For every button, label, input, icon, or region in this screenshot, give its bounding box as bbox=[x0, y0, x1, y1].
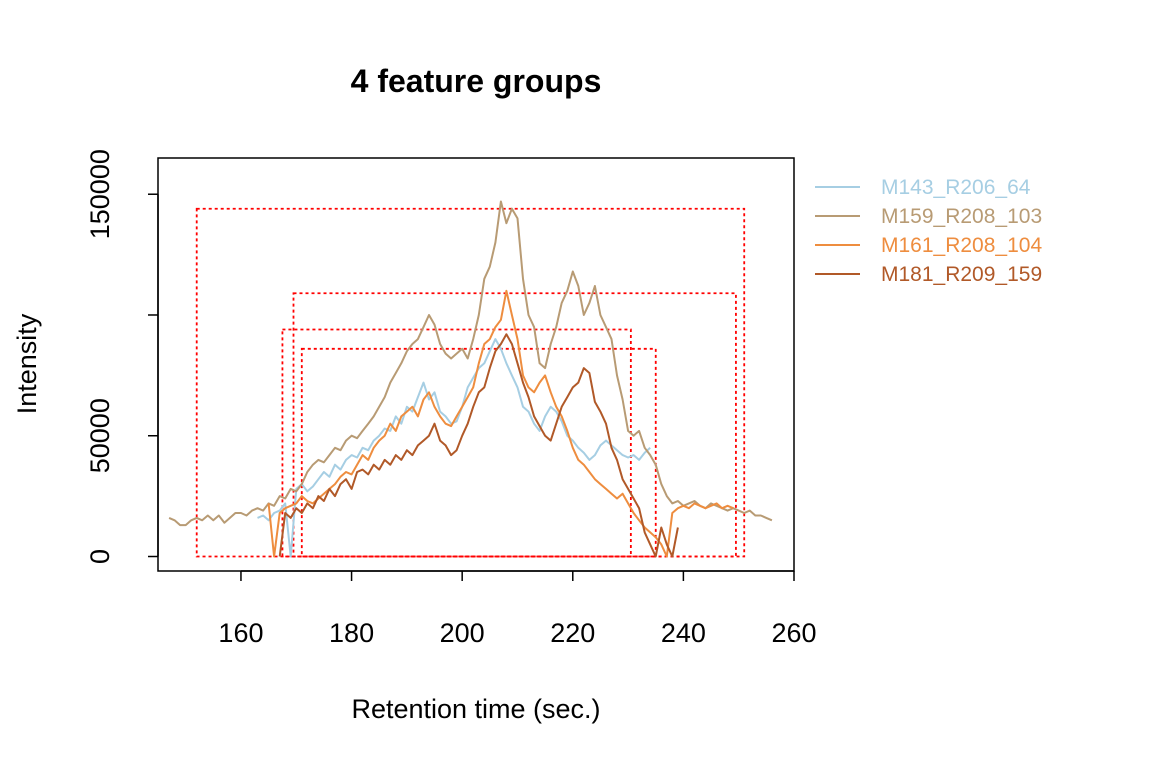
legend: M143_R206_64 M159_R208_103 M161_R208_104 M1… bbox=[815, 176, 1042, 286]
y-axis: 0 50000 150000 bbox=[85, 149, 159, 564]
legend-label: M159_R208_103 bbox=[881, 205, 1042, 228]
chart-title: 4 feature groups bbox=[351, 63, 602, 99]
x-tick-label: 260 bbox=[771, 618, 816, 648]
feature-box-3 bbox=[281, 328, 632, 558]
y-tick-label: 50000 bbox=[85, 398, 115, 473]
x-axis-label: Retention time (sec.) bbox=[351, 694, 600, 724]
series-line-2 bbox=[168, 200, 773, 527]
legend-label: M143_R206_64 bbox=[881, 176, 1031, 199]
series-lines bbox=[168, 200, 773, 558]
legend-label: M161_R208_104 bbox=[881, 234, 1042, 257]
y-tick-label: 150000 bbox=[85, 149, 115, 239]
feature-box-4 bbox=[300, 347, 657, 558]
x-axis: 160 180 200 220 240 260 bbox=[218, 570, 817, 648]
x-tick-label: 220 bbox=[550, 618, 595, 648]
x-tick-label: 180 bbox=[329, 618, 374, 648]
x-tick-label: 160 bbox=[218, 618, 263, 648]
x-tick-label: 240 bbox=[661, 618, 706, 648]
feature-box-1 bbox=[195, 207, 746, 558]
series-line-1 bbox=[257, 338, 651, 558]
y-axis-label: Intensity bbox=[12, 313, 42, 414]
legend-label: M181_R209_159 bbox=[881, 263, 1042, 286]
feature-boxes bbox=[195, 207, 746, 558]
x-tick-label: 200 bbox=[440, 618, 485, 648]
feature-box-2 bbox=[292, 292, 737, 558]
series-line-3 bbox=[267, 289, 734, 558]
series-line-4 bbox=[278, 333, 679, 558]
y-tick-label: 0 bbox=[85, 549, 115, 564]
